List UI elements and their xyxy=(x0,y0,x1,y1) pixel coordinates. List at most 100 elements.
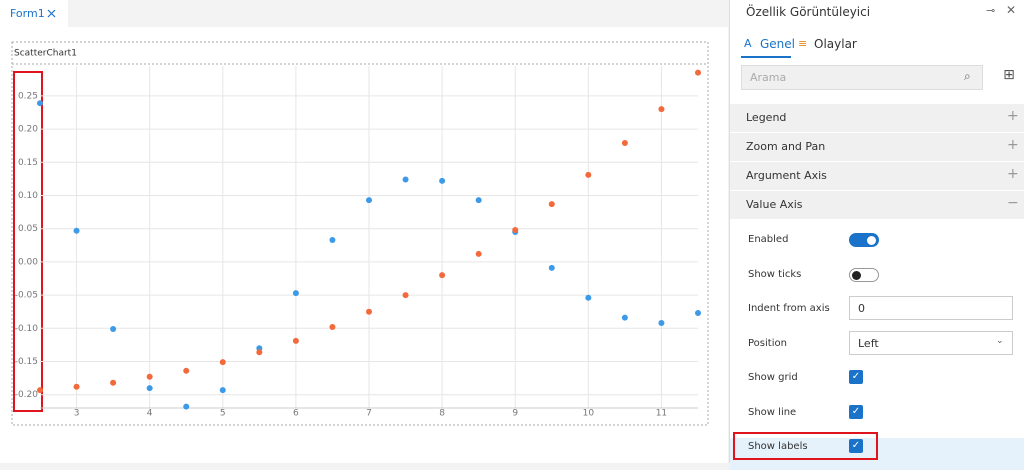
point xyxy=(402,292,409,299)
property-label: Show labels xyxy=(748,441,808,452)
search-box[interactable] xyxy=(741,65,983,90)
input-box[interactable] xyxy=(849,330,1013,355)
section-header[interactable] xyxy=(730,191,1024,219)
tab-underline xyxy=(741,56,791,58)
point xyxy=(585,294,592,301)
search-placeholder: Arama xyxy=(750,71,787,84)
tab[interactable] xyxy=(0,0,68,27)
y-tick-label: 0.15 xyxy=(18,158,38,168)
section-label[interactable]: Zoom and Pan xyxy=(746,140,826,153)
tab-label[interactable]: Form1 xyxy=(10,7,45,20)
section-toggle[interactable]: + xyxy=(1007,108,1019,124)
section-header[interactable] xyxy=(730,162,1024,190)
section-toggle[interactable]: − xyxy=(1007,195,1019,211)
toggle-knob xyxy=(852,270,861,280)
point xyxy=(146,373,153,380)
property-label: Show grid xyxy=(748,372,798,383)
input-box[interactable] xyxy=(849,296,1013,320)
y-tick-label: -0.20 xyxy=(15,390,39,400)
point xyxy=(329,323,336,330)
panel-tab[interactable]: Genel xyxy=(760,37,796,51)
point xyxy=(695,69,701,76)
x-tick-label: 4 xyxy=(147,409,153,419)
point xyxy=(621,140,628,147)
section-header[interactable] xyxy=(730,104,1024,132)
point xyxy=(695,310,701,317)
point xyxy=(621,314,628,321)
x-tick-label: 3 xyxy=(74,409,80,419)
x-tick-label: 8 xyxy=(439,409,445,419)
point xyxy=(183,367,190,374)
point xyxy=(366,308,372,315)
panel-tab[interactable]: Olaylar xyxy=(814,37,857,51)
checkbox[interactable]: ✓ xyxy=(849,439,863,453)
point xyxy=(512,227,519,234)
search-icon: ⌕ xyxy=(964,69,971,83)
point xyxy=(439,177,446,184)
point xyxy=(548,264,555,271)
highlight-box xyxy=(13,71,43,412)
section-header[interactable] xyxy=(730,133,1024,161)
point xyxy=(110,379,117,386)
add-button[interactable]: ⊞ xyxy=(1003,67,1015,83)
tab-icon: A xyxy=(744,37,752,50)
point xyxy=(439,272,446,279)
toggle-knob xyxy=(867,236,876,245)
point xyxy=(219,359,226,366)
section-label[interactable]: Value Axis xyxy=(746,198,803,211)
y-tick-label: 0.05 xyxy=(18,224,38,234)
y-tick-label: 0.00 xyxy=(18,257,38,267)
x-tick-label: 11 xyxy=(656,409,667,419)
property-panel: Özellik Görüntüleyici ⊸ ✕ A Genel ≡ Olaylar Ara… xyxy=(729,0,1024,470)
tab-close[interactable] xyxy=(47,9,56,18)
checkbox[interactable]: ✓ xyxy=(849,370,863,384)
section-toggle[interactable]: + xyxy=(1007,166,1019,182)
point xyxy=(548,201,555,208)
point xyxy=(585,171,592,178)
x-tick-label: 7 xyxy=(366,409,372,419)
point xyxy=(73,383,80,390)
y-tick-label: 0.10 xyxy=(18,191,38,201)
tab-strip xyxy=(0,0,728,27)
property-label: Enabled xyxy=(748,234,789,245)
point xyxy=(219,387,226,394)
point xyxy=(146,385,153,392)
point xyxy=(37,387,43,394)
section-label[interactable]: Legend xyxy=(746,111,787,124)
section-toggle[interactable]: + xyxy=(1007,137,1019,153)
x-tick-label: 10 xyxy=(583,409,595,419)
property-label: Show line xyxy=(748,406,797,418)
y-tick-label: 0.25 xyxy=(18,91,38,101)
point xyxy=(73,227,80,234)
property-label: Show ticks xyxy=(748,268,802,280)
close-button[interactable]: ✕ xyxy=(1006,3,1017,17)
input-value[interactable]: 0 xyxy=(858,302,865,315)
point xyxy=(366,197,372,204)
pin-button[interactable]: ⊸ xyxy=(986,4,996,17)
property-label: Position xyxy=(748,337,787,349)
chart-title: ScatterChart1 xyxy=(14,49,77,59)
point xyxy=(329,236,336,243)
y-tick-label: -0.05 xyxy=(15,291,38,301)
point xyxy=(256,349,263,356)
section-label[interactable]: Argument Axis xyxy=(746,169,827,182)
input-value[interactable]: Left xyxy=(858,336,879,350)
chart-box[interactable] xyxy=(11,41,709,426)
y-tick-label: 0.20 xyxy=(18,125,38,135)
checkbox[interactable]: ✓ xyxy=(849,404,863,419)
point xyxy=(402,176,409,183)
x-tick-label: 6 xyxy=(293,409,299,419)
point xyxy=(658,319,665,326)
tab-icon: ≡ xyxy=(798,37,808,50)
panel-title: Özellik Görüntüleyici xyxy=(746,5,871,19)
designer: Form1 ScatterChart1 -0.20 -0.15 -0.10 -0.05… xyxy=(0,0,728,463)
x-tick-label: 9 xyxy=(512,409,518,419)
point xyxy=(37,100,43,107)
x-tick-label: 5 xyxy=(220,409,226,419)
property-label: Indent from axis xyxy=(748,303,830,314)
point xyxy=(110,325,117,332)
y-tick-label: -0.15 xyxy=(15,357,38,367)
point xyxy=(292,290,299,297)
y-tick-label: -0.10 xyxy=(15,324,39,334)
